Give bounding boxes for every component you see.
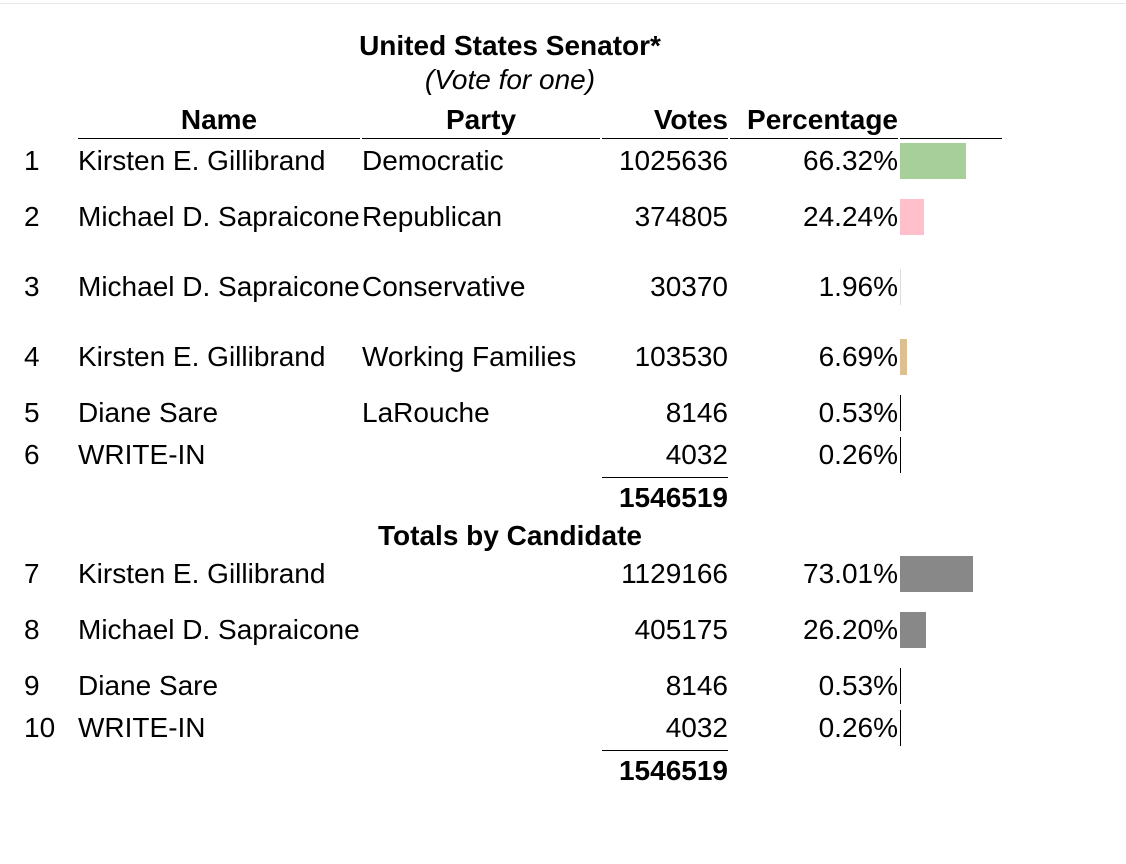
percentage-bar bbox=[900, 339, 907, 375]
row-number: 9 bbox=[24, 670, 40, 701]
result-row: 8 Michael D. Sapraicone 405175 26.20% bbox=[18, 596, 1002, 664]
candidate-name: Kirsten E. Gillibrand bbox=[78, 145, 326, 176]
top-divider bbox=[0, 3, 1126, 4]
column-header-row: Name Party Votes Percentage bbox=[18, 98, 1002, 139]
vote-count: 405175 bbox=[634, 614, 728, 645]
total-votes: 1546519 bbox=[602, 477, 728, 518]
candidate-name: WRITE-IN bbox=[78, 712, 206, 743]
candidate-total-row: 1546519 bbox=[18, 750, 1002, 791]
vote-percentage: 24.24% bbox=[803, 201, 898, 232]
candidate-name: WRITE-IN bbox=[78, 439, 206, 470]
vote-percentage: 0.53% bbox=[818, 397, 898, 428]
party-name bbox=[362, 435, 600, 475]
row-number: 1 bbox=[24, 145, 40, 176]
header-percentage: Percentage bbox=[730, 98, 898, 139]
result-row: 10 WRITE-IN 4032 0.26% bbox=[18, 708, 1002, 748]
vote-percentage: 73.01% bbox=[803, 558, 898, 589]
candidate-results: Totals by Candidate 7 Kirsten E. Gillibr… bbox=[18, 520, 1002, 791]
result-row: 5 Diane Sare LaRouche 8146 0.53% bbox=[18, 393, 1002, 433]
candidate-name: Kirsten E. Gillibrand bbox=[78, 558, 326, 589]
vote-count: 30370 bbox=[650, 271, 728, 302]
party-name: Democratic bbox=[362, 145, 504, 176]
party-name bbox=[362, 554, 600, 594]
candidate-name: Michael D. Sapraicone bbox=[78, 271, 360, 302]
row-number: 2 bbox=[24, 201, 40, 232]
percentage-bar bbox=[900, 269, 901, 305]
party-name bbox=[362, 708, 600, 748]
row-number: 4 bbox=[24, 341, 40, 372]
vote-percentage: 1.96% bbox=[818, 271, 898, 302]
vote-count: 103530 bbox=[634, 341, 728, 372]
percentage-bar bbox=[900, 668, 901, 704]
result-row: 9 Diane Sare 8146 0.53% bbox=[18, 666, 1002, 706]
vote-count: 4032 bbox=[665, 712, 728, 743]
percentage-bar bbox=[900, 395, 901, 431]
results-table: United States Senator* (Vote for one) Na… bbox=[16, 28, 1004, 793]
race-title: United States Senator* bbox=[359, 30, 661, 61]
party-name: Working Families bbox=[362, 341, 577, 372]
party-name: Conservative bbox=[362, 271, 526, 302]
percentage-bar bbox=[900, 199, 924, 235]
party-name bbox=[362, 666, 600, 706]
party-name bbox=[362, 596, 600, 664]
vote-percentage: 0.26% bbox=[818, 439, 898, 470]
row-number: 5 bbox=[24, 397, 40, 428]
header-votes: Votes bbox=[602, 98, 728, 139]
row-number: 6 bbox=[24, 439, 40, 470]
vote-count: 1129166 bbox=[621, 558, 728, 589]
row-number: 8 bbox=[24, 614, 40, 645]
header-bar bbox=[900, 98, 1002, 139]
vote-count: 1025636 bbox=[618, 145, 728, 176]
percentage-bar bbox=[900, 612, 926, 648]
vote-count: 8146 bbox=[665, 670, 728, 701]
row-number: 10 bbox=[24, 712, 56, 743]
vote-percentage: 0.26% bbox=[818, 712, 898, 743]
percentage-bar bbox=[900, 437, 901, 473]
result-row: 3 Michael D. Sapraicone Conservative 303… bbox=[18, 253, 1002, 321]
row-number: 7 bbox=[24, 558, 40, 589]
candidate-name: Diane Sare bbox=[78, 397, 219, 428]
vote-percentage: 26.20% bbox=[803, 614, 898, 645]
result-row: 1 Kirsten E. Gillibrand Democratic 10256… bbox=[18, 141, 1002, 181]
result-row: 4 Kirsten E. Gillibrand Working Families… bbox=[18, 323, 1002, 391]
candidate-name: Michael D. Sapraicone bbox=[78, 614, 360, 645]
section-title: Totals by Candidate bbox=[378, 520, 642, 551]
candidate-name: Diane Sare bbox=[78, 670, 219, 701]
vote-count: 4032 bbox=[665, 439, 728, 470]
party-results: 1 Kirsten E. Gillibrand Democratic 10256… bbox=[18, 141, 1002, 518]
vote-percentage: 0.53% bbox=[818, 670, 898, 701]
total-votes: 1546519 bbox=[602, 750, 728, 791]
candidate-name: Kirsten E. Gillibrand bbox=[78, 341, 326, 372]
header-party: Party bbox=[362, 98, 600, 139]
vote-count: 374805 bbox=[634, 201, 728, 232]
percentage-bar bbox=[900, 143, 966, 179]
row-number: 3 bbox=[24, 271, 40, 302]
vote-count: 8146 bbox=[665, 397, 728, 428]
party-name: Republican bbox=[362, 201, 503, 232]
party-name: LaRouche bbox=[362, 397, 490, 428]
result-row: 7 Kirsten E. Gillibrand 1129166 73.01% bbox=[18, 554, 1002, 594]
result-row: 6 WRITE-IN 4032 0.26% bbox=[18, 435, 1002, 475]
percentage-bar bbox=[900, 710, 901, 746]
header-name: Name bbox=[78, 98, 360, 139]
party-total-row: 1546519 bbox=[18, 477, 1002, 518]
candidate-name: Michael D. Sapraicone bbox=[78, 201, 360, 232]
vote-percentage: 6.69% bbox=[818, 341, 898, 372]
vote-percentage: 66.32% bbox=[803, 145, 898, 176]
race-subtitle: (Vote for one) bbox=[424, 64, 596, 95]
header-number bbox=[18, 98, 76, 139]
result-row: 2 Michael D. Sapraicone Republican 37480… bbox=[18, 183, 1002, 251]
percentage-bar bbox=[900, 556, 973, 592]
